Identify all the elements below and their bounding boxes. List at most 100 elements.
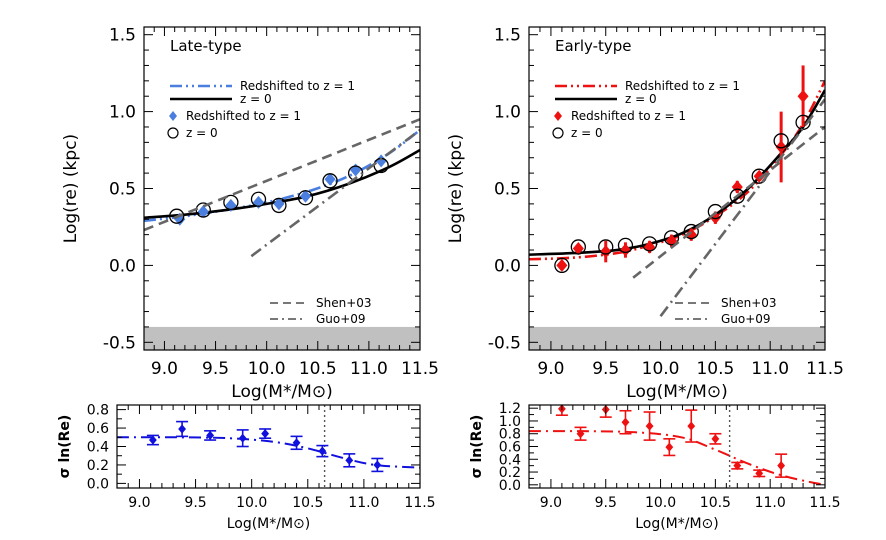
x-tick-label: 9.0 xyxy=(537,359,564,379)
panel-title: Late-type xyxy=(170,37,242,55)
legend-label: z = 0 xyxy=(240,92,272,106)
y-tick-label: -0.5 xyxy=(488,333,521,353)
x-tick-label: 11.0 xyxy=(350,359,388,379)
data-point-diamond xyxy=(621,417,630,427)
data-point-diamond xyxy=(197,205,209,219)
y-tick-label: 0.0 xyxy=(499,478,521,494)
legend-label: Redshifted to z = 1 xyxy=(240,79,355,93)
y-tick-label: 0.5 xyxy=(109,180,136,200)
data-point-circle xyxy=(683,223,699,240)
x-tick-label: 10.5 xyxy=(696,359,734,379)
data-point-diamond xyxy=(206,430,215,441)
x-axis-label: Log(M*/M⊙) xyxy=(227,516,311,532)
y-tick-label: 0.2 xyxy=(87,458,109,474)
panel-early-main: 9.0 9.5 10.0 10.5 11.0 11.5 -0.5 0.0 0.5 1.0 1.5 Lo… xyxy=(446,26,844,402)
data-point-diamond xyxy=(273,197,285,211)
data-point-diamond xyxy=(299,189,312,203)
data-point-diamond xyxy=(238,433,247,443)
x-tick-label: 11.5 xyxy=(806,359,844,379)
data-point-diamond xyxy=(777,461,786,471)
legend-label: Redshifted to z = 1 xyxy=(625,79,740,93)
x-tick-label: 10.0 xyxy=(236,495,267,511)
y-tick-label: 0.0 xyxy=(494,256,521,276)
y-tick-label: 1.2 xyxy=(499,401,521,417)
data-point-diamond xyxy=(731,180,743,194)
x-tick-label: 9.0 xyxy=(151,359,178,379)
x-axis-label: Log(M*/M⊙) xyxy=(231,382,332,402)
data-point-diamond xyxy=(753,169,765,183)
legend-bottom: Shen+03 Guo+09 xyxy=(270,296,372,326)
data-point-circle xyxy=(250,191,267,207)
legend-label: Shen+03 xyxy=(316,296,372,310)
x-tick-label: 10.0 xyxy=(645,495,676,511)
y-axis-label: σ ln(Re) xyxy=(57,415,73,479)
y-tick-label: 0.8 xyxy=(499,427,521,443)
y-axis-label: Log(re) (kpc) xyxy=(446,134,466,243)
data-point-circle xyxy=(271,197,287,214)
x-tick-label: 11.5 xyxy=(401,359,439,379)
data-point-diamond xyxy=(687,421,696,431)
y-tick-label: 1.5 xyxy=(494,26,521,46)
x-tick-label: 10.0 xyxy=(248,359,286,379)
x-tick-label: 9.5 xyxy=(202,359,229,379)
x-tick-label: 11.0 xyxy=(348,495,379,511)
data-point-circle xyxy=(707,203,724,220)
y-tick-label: 0.4 xyxy=(87,440,109,456)
plot-area xyxy=(529,65,825,350)
y-tick-label: 0.2 xyxy=(499,465,521,481)
legend-label: Redshifted to z = 1 xyxy=(186,109,301,123)
data-point-diamond xyxy=(572,241,584,255)
axes-frame xyxy=(116,404,421,489)
series-curve-4 xyxy=(144,118,420,232)
data-point-circle xyxy=(554,257,570,274)
data-point-diamond xyxy=(373,460,382,470)
data-point-diamond xyxy=(324,172,336,186)
data-point-diamond xyxy=(375,154,387,168)
data-point-circle xyxy=(617,237,634,254)
legend-top: Redshifted to z = 1 z = 0 Redshifted to z … xyxy=(552,79,740,140)
legend-label: Redshifted to z = 1 xyxy=(571,109,686,123)
panel-late-scatter: 9.0 9.5 10.0 10.5 11.0 11.5 0.0 0.2 0.4 0.6 0.8 Log… xyxy=(57,403,436,532)
data-point-diamond xyxy=(797,89,809,103)
data-point-circle xyxy=(663,230,680,246)
legend-label: z = 0 xyxy=(571,126,603,140)
panel-late-main: 9.0 9.5 10.0 10.5 11.0 11.5 -0.5 0.0 0.5 1.0 1.5 Lo… xyxy=(61,26,439,402)
x-tick-label: 10.0 xyxy=(642,359,680,379)
data-point-diamond xyxy=(261,428,270,439)
x-axis-label: Log(M*/M⊙) xyxy=(626,382,727,402)
shaded-band xyxy=(144,326,420,350)
y-tick-label: 1.0 xyxy=(499,414,521,430)
x-tick-label: 11.5 xyxy=(809,495,840,511)
y-tick-label: 0.6 xyxy=(499,440,521,456)
data-point-diamond xyxy=(711,434,720,444)
data-point-circle xyxy=(773,133,789,149)
data-point-diamond xyxy=(556,258,568,272)
data-point-diamond xyxy=(619,243,631,257)
data-point-diamond xyxy=(665,442,674,452)
panel-title: Early-type xyxy=(555,37,632,55)
y-tick-label: 0.0 xyxy=(87,476,109,492)
shaded-band xyxy=(529,326,825,350)
legend-label: z = 0 xyxy=(186,126,218,140)
data-point-diamond xyxy=(775,140,787,154)
y-tick-label: 0.0 xyxy=(109,256,136,276)
y-tick-label: -0.5 xyxy=(103,333,136,353)
series-curve-0 xyxy=(117,436,420,469)
x-tick-label: 10.5 xyxy=(292,495,323,511)
y-axis-label: Log(re) (kpc) xyxy=(61,134,81,243)
data-point-diamond xyxy=(576,429,585,439)
data-point-diamond xyxy=(345,455,354,465)
data-point-circle xyxy=(598,239,614,255)
data-point-diamond xyxy=(318,446,327,456)
data-point-circle xyxy=(570,239,586,255)
y-tick-label: 1.0 xyxy=(494,103,521,123)
legend-diamond xyxy=(169,111,177,121)
data-point-diamond xyxy=(600,245,612,259)
legend-diamond xyxy=(554,111,562,121)
series-curve-1 xyxy=(144,148,420,220)
x-tick-label: 9.0 xyxy=(128,495,150,511)
panel-early-scatter: 9.0 9.5 10.0 10.5 11.0 11.5 0.00.20.40.60.81.0… xyxy=(469,401,841,532)
legend-circle xyxy=(167,127,179,139)
